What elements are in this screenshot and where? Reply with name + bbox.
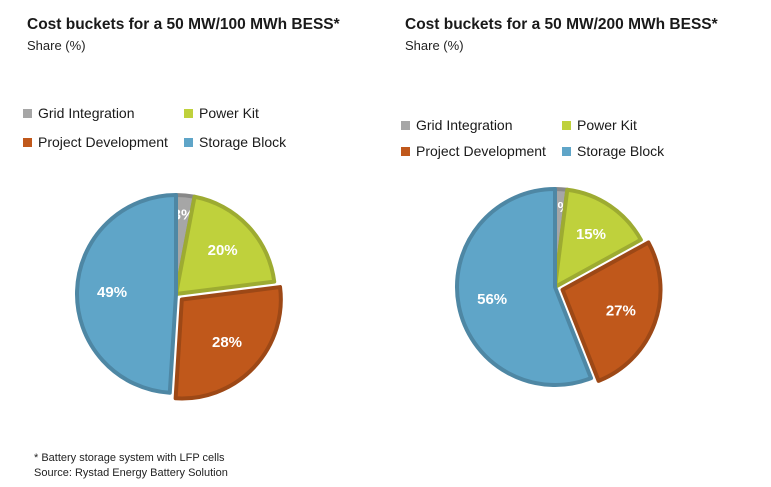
right-chart-title: Cost buckets for a 50 MW/200 MWh BESS*: [405, 16, 718, 33]
legend-swatch-grid-integration: [401, 120, 410, 130]
legend-label: Project Development: [38, 134, 168, 150]
pie-slice-project-development: [173, 285, 283, 401]
pie-slice-storage-block: [75, 193, 178, 395]
pie-slice-storage-block: [455, 187, 594, 387]
left-pie-chart: 3%20%28%49%: [75, 193, 283, 401]
source-note: Source: Rystad Energy Battery Solution: [34, 467, 228, 479]
right-legend-grid-integration: Grid Integration: [401, 117, 513, 133]
data-label-storage-block: 49%: [97, 284, 127, 301]
right-chart-subtitle: Share (%): [405, 38, 464, 53]
legend-swatch-project-development: [23, 137, 32, 147]
data-label-project-development: 27%: [606, 303, 636, 320]
pie-slice-power-kit: [553, 187, 643, 289]
legend-swatch-power-kit: [562, 120, 571, 130]
data-label-project-development: 28%: [212, 334, 242, 351]
pie-slice-power-kit: [174, 194, 277, 296]
legend-swatch-project-development: [401, 146, 410, 156]
pie-slice-project-development: [560, 240, 663, 383]
legend-swatch-power-kit: [184, 108, 193, 118]
legend-swatch-storage-block: [184, 137, 193, 147]
left-legend-storage-block: Storage Block: [184, 134, 286, 150]
legend-swatch-storage-block: [562, 146, 571, 156]
data-label-power-kit: 15%: [576, 226, 606, 243]
right-pie-chart: 2%15%27%56%: [455, 187, 663, 387]
right-legend-project-development: Project Development: [401, 143, 546, 159]
left-chart-title: Cost buckets for a 50 MW/100 MWh BESS*: [27, 16, 340, 33]
legend-label: Power Kit: [577, 117, 637, 133]
legend-label: Project Development: [416, 143, 546, 159]
legend-label: Grid Integration: [416, 117, 513, 133]
left-legend-grid-integration: Grid Integration: [23, 105, 135, 121]
legend-label: Grid Integration: [38, 105, 135, 121]
data-label-storage-block: 56%: [477, 291, 507, 308]
legend-swatch-grid-integration: [23, 108, 32, 118]
legend-label: Storage Block: [199, 134, 287, 150]
right-legend-power-kit: Power Kit: [562, 117, 637, 133]
data-label-power-kit: 20%: [208, 242, 238, 259]
right-legend-storage-block: Storage Block: [562, 143, 664, 159]
legend-label: Storage Block: [577, 143, 665, 159]
left-chart-subtitle: Share (%): [27, 38, 86, 53]
footnote: * Battery storage system with LFP cells: [34, 452, 225, 464]
left-legend-project-development: Project Development: [23, 134, 168, 150]
legend-label: Power Kit: [199, 105, 259, 121]
left-legend-power-kit: Power Kit: [184, 105, 259, 121]
